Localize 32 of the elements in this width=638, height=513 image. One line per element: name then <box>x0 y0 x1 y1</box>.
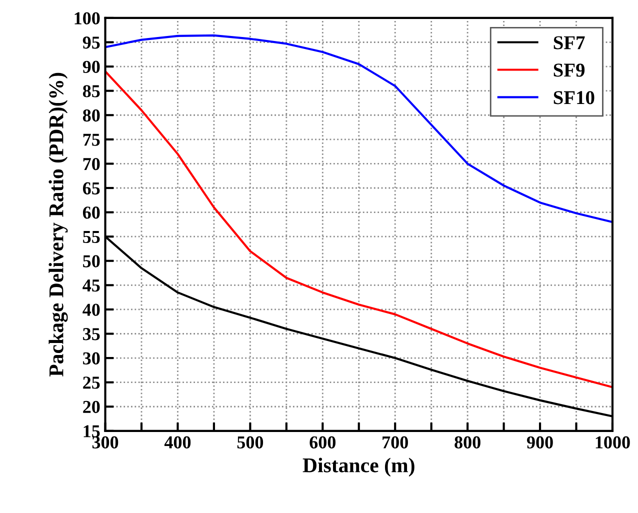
y-tick-label: 15 <box>84 425 100 438</box>
y-tick-label: 25 <box>83 376 100 389</box>
y-tick-label: 90 <box>82 60 100 73</box>
line-series <box>105 34 612 224</box>
y-axis-title: Package Delivery Ratio (PDR)(%) <box>48 72 68 377</box>
x-tick-label: 800 <box>454 436 480 448</box>
y-tick-label: 35 <box>83 328 100 340</box>
legend-label: SF9 <box>554 64 585 77</box>
y-tick-label: 70 <box>83 158 100 170</box>
x-tick-label: 500 <box>237 436 264 448</box>
x-tick-label: 700 <box>382 436 408 448</box>
y-tick-label: 85 <box>82 85 100 98</box>
x-tick-label: 900 <box>526 436 553 448</box>
x-tick-label: 600 <box>310 436 336 448</box>
x-axis-title: Distance (m) <box>302 458 414 477</box>
y-tick-label: 60 <box>82 206 100 219</box>
y-tick-label: 80 <box>82 109 100 122</box>
y-tick-label: 40 <box>82 304 100 316</box>
y-tick-label: 100 <box>74 12 100 24</box>
y-tick-label: 65 <box>82 182 100 194</box>
x-tick-label: 400 <box>164 436 191 448</box>
legend-label: SF7 <box>554 36 585 50</box>
y-tick-label: 75 <box>83 134 100 146</box>
y-tick-label: 95 <box>82 36 100 49</box>
y-tick-label: 50 <box>83 255 100 268</box>
legend-label: SF10 <box>554 91 594 104</box>
y-tick-label: 20 <box>83 400 100 414</box>
y-tick-label: 45 <box>82 280 100 292</box>
x-tick-label: 1000 <box>596 436 630 448</box>
x-tick-label: 300 <box>92 436 118 448</box>
y-tick-label: 55 <box>83 231 100 244</box>
y-tick-label: 30 <box>83 352 100 364</box>
